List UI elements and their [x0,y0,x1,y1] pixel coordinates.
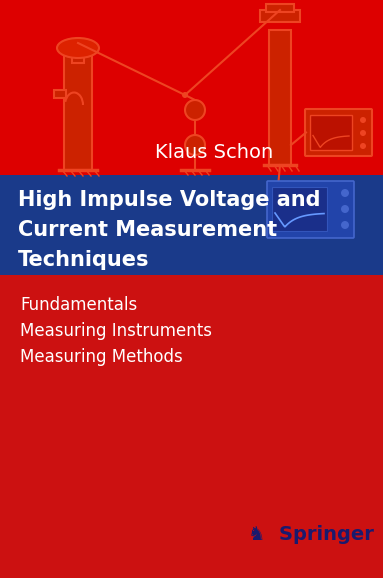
Bar [54,90,66,98]
Bar [269,30,291,165]
Circle shape [341,221,349,229]
Bar [260,10,300,22]
Bar [0,0,383,175]
Text: ♞  Springer: ♞ Springer [248,525,374,544]
Circle shape [182,92,188,98]
Text: Techniques: Techniques [18,250,149,270]
Circle shape [360,130,366,136]
Bar [0,175,383,275]
Circle shape [360,143,366,149]
Text: Measuring Methods: Measuring Methods [20,348,183,366]
Circle shape [185,135,205,155]
Bar [0,275,383,578]
Text: Klaus Schon: Klaus Schon [155,143,273,162]
Text: Measuring Instruments: Measuring Instruments [20,322,212,340]
Bar [72,48,84,63]
Bar [64,48,92,170]
Text: High Impulse Voltage and: High Impulse Voltage and [18,190,321,210]
FancyBboxPatch shape [305,109,372,156]
Bar [310,115,352,150]
Circle shape [185,100,205,120]
Text: Current Measurement: Current Measurement [18,220,277,240]
Ellipse shape [57,38,99,58]
Bar [266,4,294,12]
Text: Fundamentals: Fundamentals [20,296,137,314]
Bar [272,187,327,231]
Circle shape [341,189,349,197]
Circle shape [360,117,366,123]
FancyBboxPatch shape [267,181,354,238]
Circle shape [341,205,349,213]
